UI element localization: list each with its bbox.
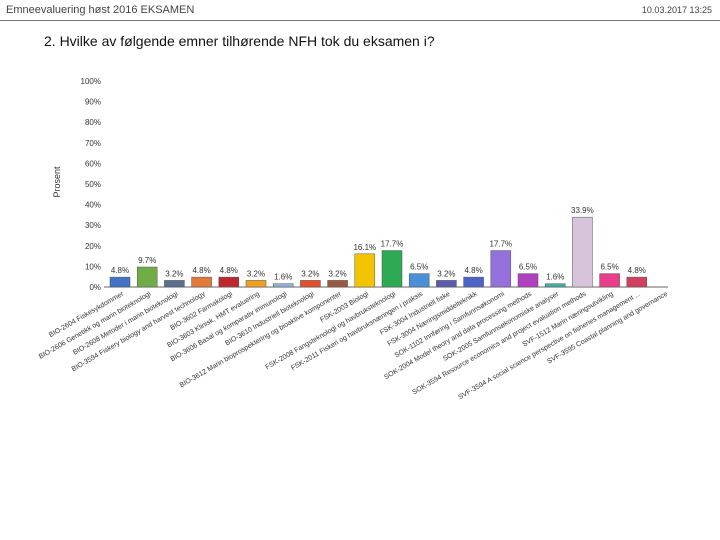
data-label: 6.5% (600, 263, 618, 272)
bar (436, 280, 457, 288)
y-tick-label: 100% (81, 77, 101, 86)
bar (408, 273, 430, 288)
data-label: 1.6% (546, 273, 564, 282)
bar (218, 276, 240, 288)
y-tick-label: 0% (89, 283, 101, 292)
data-label: 16.1% (353, 243, 376, 252)
data-label: 3.2% (247, 269, 265, 278)
bar (109, 276, 131, 288)
y-tick-label: 20% (85, 242, 101, 251)
x-tick-label: BIO-2606 Genetikk og marin bioteknologi (38, 290, 153, 360)
data-label: 3.2% (437, 269, 455, 278)
y-tick-label: 70% (85, 139, 101, 148)
y-tick-label: 50% (85, 180, 101, 189)
data-label: 3.2% (328, 269, 346, 278)
data-label: 4.8% (220, 266, 238, 275)
y-tick-label: 80% (85, 118, 101, 127)
data-label: 4.8% (192, 266, 210, 275)
report-timestamp: 10.03.2017 13:25 (641, 5, 712, 15)
y-tick-label: 90% (85, 98, 101, 107)
data-label: 33.9% (571, 206, 594, 215)
y-tick-label: 10% (85, 262, 101, 271)
data-label: 4.8% (111, 266, 129, 275)
bar (300, 280, 321, 288)
data-label: 3.2% (165, 269, 183, 278)
bar (626, 276, 648, 288)
bar (245, 280, 267, 288)
bar (191, 276, 212, 288)
data-label: 17.7% (381, 240, 404, 249)
data-label: 9.7% (138, 256, 156, 265)
bar (164, 280, 185, 288)
bar (272, 283, 294, 288)
bar (354, 253, 376, 288)
data-label: 3.2% (301, 269, 319, 278)
bar (599, 273, 620, 288)
bar (136, 266, 158, 288)
y-tick-label: 60% (85, 159, 101, 168)
bar (381, 250, 403, 288)
bar (327, 280, 348, 288)
y-axis-label: Prosent (52, 166, 62, 198)
bar (572, 216, 593, 288)
bar (544, 283, 566, 288)
data-label: 1.6% (274, 273, 292, 282)
y-tick-label: 30% (85, 221, 101, 230)
header-divider (0, 20, 720, 21)
data-label: 6.5% (519, 263, 537, 272)
bar (517, 273, 539, 288)
bar (490, 250, 512, 288)
data-label: 4.8% (464, 266, 482, 275)
y-tick-label: 40% (85, 201, 101, 210)
survey-title: Emneevaluering høst 2016 EKSAMEN (6, 4, 195, 16)
data-label: 6.5% (410, 263, 428, 272)
data-label: 4.8% (628, 266, 646, 275)
question-title: 2. Hvilke av følgende emner tilhørende N… (44, 33, 435, 49)
data-label: 17.7% (489, 240, 512, 249)
bar (463, 276, 484, 288)
x-tick-label: BIO-2608 Metoder i marin bioteknologi (72, 290, 180, 356)
